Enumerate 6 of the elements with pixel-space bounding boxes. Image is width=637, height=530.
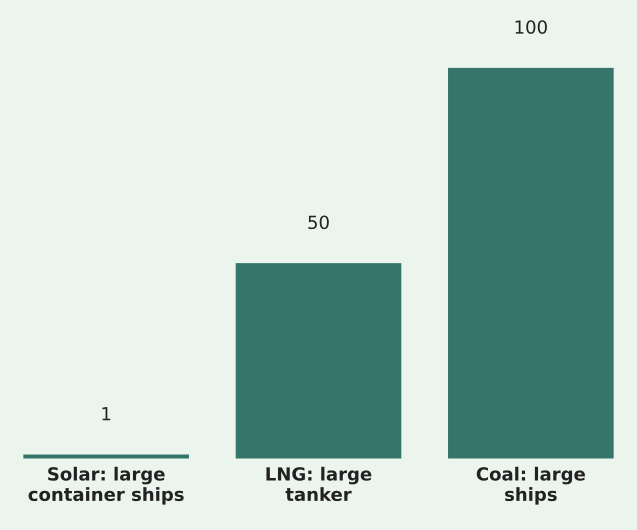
data-label: 50 <box>308 215 329 230</box>
data-label: 100 <box>516 20 547 34</box>
x-tick-label: LNG: large tanker <box>266 466 372 502</box>
data-label: 1 <box>102 407 110 420</box>
x-tick-label: Solar: large container ships <box>28 466 184 505</box>
x-tick-label: Coal: large ships <box>476 466 585 505</box>
